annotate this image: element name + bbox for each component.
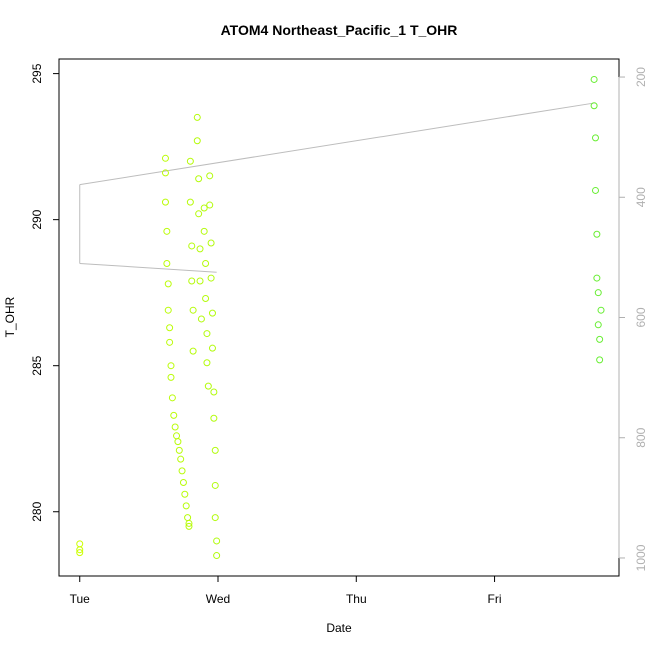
data-point: [171, 423, 179, 431]
y2-tick-label: 1000: [634, 544, 648, 571]
x-axis-label: Date: [326, 621, 352, 635]
y2-tick-label: 600: [634, 307, 648, 327]
y2-tick-label: 200: [634, 67, 648, 87]
data-point: [174, 438, 182, 446]
data-point: [594, 321, 602, 329]
data-point: [163, 259, 171, 267]
data-point: [211, 514, 219, 522]
data-points: [76, 75, 605, 560]
y-tick-label: 285: [30, 355, 44, 375]
data-point: [189, 347, 197, 355]
data-point: [591, 134, 599, 142]
data-point: [186, 198, 194, 206]
data-point: [161, 169, 169, 177]
y2-tick-label: 800: [634, 427, 648, 447]
data-point: [195, 210, 203, 218]
y-tick-label: 280: [30, 501, 44, 521]
data-point: [211, 481, 219, 489]
data-point: [596, 335, 604, 343]
data-point: [177, 455, 185, 463]
x-tick-label: Tue: [70, 592, 91, 606]
data-point: [200, 227, 208, 235]
data-point: [200, 204, 208, 212]
data-point: [213, 552, 221, 560]
chart-title: ATOM4 Northeast_Pacific_1 T_OHR: [221, 22, 458, 38]
data-point: [185, 522, 193, 530]
data-point: [188, 242, 196, 250]
data-point: [591, 186, 599, 194]
data-point: [590, 75, 598, 83]
data-point: [593, 274, 601, 282]
data-point: [178, 467, 186, 475]
data-point: [161, 154, 169, 162]
data-point: [207, 274, 215, 282]
profile-line: [79, 102, 596, 186]
data-point: [203, 330, 211, 338]
data-point: [210, 414, 218, 422]
data-point: [185, 519, 193, 527]
data-point: [166, 338, 174, 346]
data-point: [161, 198, 169, 206]
data-point: [597, 306, 605, 314]
data-point: [175, 446, 183, 454]
data-point: [195, 175, 203, 183]
data-point: [167, 373, 175, 381]
data-point: [206, 201, 214, 209]
data-point: [203, 359, 211, 367]
data-point: [186, 157, 194, 165]
data-point: [208, 344, 216, 352]
data-point: [167, 362, 175, 370]
data-point: [213, 537, 221, 545]
data-point: [202, 295, 210, 303]
data-point: [182, 502, 190, 510]
data-point: [202, 259, 210, 267]
data-point: [163, 227, 171, 235]
data-point: [193, 137, 201, 145]
data-point: [193, 113, 201, 121]
data-point: [168, 394, 176, 402]
data-point: [196, 277, 204, 285]
data-point: [179, 479, 187, 487]
data-point: [197, 315, 205, 323]
data-point: [196, 245, 204, 253]
data-point: [210, 388, 218, 396]
x-axis: Tue Wed Thu Fri: [70, 575, 502, 606]
data-point: [184, 514, 192, 522]
x-tick-label: Thu: [346, 592, 367, 606]
data-point: [204, 382, 212, 390]
y2-tick-label: 400: [634, 187, 648, 207]
y-tick-label: 290: [30, 209, 44, 229]
data-point: [76, 549, 84, 557]
data-point: [211, 446, 219, 454]
data-point: [76, 546, 84, 554]
data-point: [164, 306, 172, 314]
y-axis: 280 285 290 295: [30, 63, 60, 522]
profile-line: [79, 262, 217, 273]
y-tick-label: 295: [30, 63, 44, 83]
data-point: [207, 239, 215, 247]
data-point: [208, 309, 216, 317]
x-tick-label: Wed: [206, 592, 230, 606]
profile-lines: [79, 102, 596, 273]
data-point: [173, 432, 181, 440]
data-point: [590, 102, 598, 110]
data-point: [594, 289, 602, 297]
y2-axis: 200 400 600 800 1000: [618, 67, 648, 571]
data-point: [206, 172, 214, 180]
x-tick-label: Fri: [488, 592, 502, 606]
y-axis-label: T_OHR: [3, 296, 17, 337]
data-point: [170, 411, 178, 419]
data-point: [166, 324, 174, 332]
data-point: [593, 230, 601, 238]
data-point: [189, 306, 197, 314]
data-point: [76, 540, 84, 548]
plot-frame: [58, 58, 620, 577]
data-point: [181, 490, 189, 498]
data-point: [188, 277, 196, 285]
data-point: [596, 356, 604, 364]
data-point: [164, 280, 172, 288]
